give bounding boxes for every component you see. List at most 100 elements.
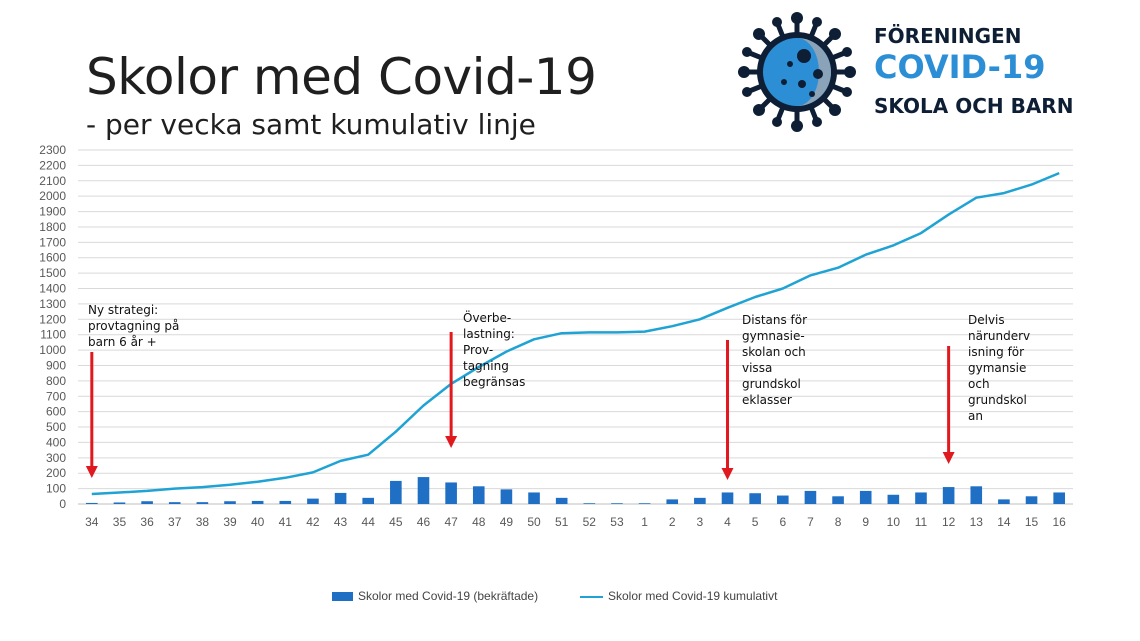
bar bbox=[141, 501, 153, 504]
x-tick-label: 46 bbox=[417, 515, 431, 529]
bar bbox=[859, 490, 872, 504]
logo: FÖRENINGEN COVID-19 SKOLA OCH BARN bbox=[732, 8, 1074, 136]
y-tick-label: 1900 bbox=[39, 205, 66, 219]
y-tick-label: 2300 bbox=[39, 143, 66, 157]
x-tick-label: 36 bbox=[140, 515, 154, 529]
bar bbox=[638, 503, 651, 504]
x-tick-label: 51 bbox=[555, 515, 569, 529]
legend-label-bars: Skolor med Covid-19 (bekräftade) bbox=[358, 589, 539, 603]
x-tick-label: 44 bbox=[362, 515, 376, 529]
annotation-arrowhead bbox=[942, 452, 955, 464]
y-tick-label: 1400 bbox=[39, 282, 66, 296]
bar bbox=[279, 500, 292, 504]
y-tick-label: 1100 bbox=[40, 328, 66, 342]
annotation-1: Ny strategi: provtagning på barn 6 år + bbox=[88, 303, 180, 349]
x-tick-label: 53 bbox=[610, 515, 624, 529]
x-tick-label: 38 bbox=[196, 515, 210, 529]
x-tick-label: 4 bbox=[724, 515, 731, 529]
bar bbox=[1053, 492, 1065, 504]
bar bbox=[942, 487, 955, 504]
y-tick-label: 1300 bbox=[39, 297, 66, 311]
x-tick-label: 3 bbox=[697, 515, 704, 529]
x-tick-label: 43 bbox=[334, 515, 348, 529]
y-tick-label: 0 bbox=[59, 497, 66, 511]
x-tick-label: 2 bbox=[669, 515, 676, 529]
x-tick-label: 45 bbox=[389, 515, 403, 529]
annotation-arrowhead bbox=[721, 468, 734, 480]
bar bbox=[555, 497, 568, 504]
annotation-3: Distans för gymnasie- skolan och vissa g… bbox=[742, 313, 808, 407]
x-tick-label: 7 bbox=[807, 515, 814, 529]
bar bbox=[472, 486, 485, 504]
x-tick-label: 10 bbox=[887, 515, 901, 529]
x-tick-label: 47 bbox=[444, 515, 458, 529]
bar bbox=[887, 494, 900, 504]
y-tick-label: 2200 bbox=[39, 158, 66, 172]
x-tick-label: 37 bbox=[168, 515, 182, 529]
x-tick-label: 1 bbox=[641, 515, 648, 529]
legend-item-line: Skolor med Covid-19 kumulativt bbox=[580, 589, 777, 603]
page-subtitle: - per vecka samt kumulativ linje bbox=[86, 108, 536, 141]
bar bbox=[251, 500, 264, 504]
y-tick-label: 1600 bbox=[39, 251, 66, 265]
x-tick-label: 13 bbox=[970, 515, 984, 529]
virus-icon bbox=[738, 12, 856, 132]
bar bbox=[86, 502, 98, 504]
x-tick-label: 39 bbox=[223, 515, 237, 529]
x-tick-label: 34 bbox=[85, 515, 99, 529]
x-tick-label: 52 bbox=[583, 515, 597, 529]
logo-text-line2: COVID-19 bbox=[874, 48, 1046, 86]
annotation-2: Överbe- lastning: Prov- tagning begränsa… bbox=[463, 311, 526, 389]
logo-text-line3: SKOLA OCH BARN bbox=[874, 94, 1074, 118]
annotation-arrowhead bbox=[85, 466, 98, 478]
y-tick-label: 1700 bbox=[39, 235, 66, 249]
x-tick-label: 40 bbox=[251, 515, 265, 529]
x-tick-label: 42 bbox=[306, 515, 320, 529]
bar bbox=[113, 502, 126, 504]
y-tick-label: 1200 bbox=[39, 312, 66, 326]
bar bbox=[583, 503, 596, 504]
x-tick-label: 5 bbox=[752, 515, 759, 529]
bar bbox=[915, 492, 927, 504]
bar bbox=[528, 492, 540, 504]
bar bbox=[611, 503, 623, 504]
bar bbox=[666, 499, 679, 504]
legend-label-line: Skolor med Covid-19 kumulativt bbox=[608, 589, 778, 603]
x-tick-label: 50 bbox=[527, 515, 541, 529]
bar bbox=[417, 477, 430, 504]
bar bbox=[998, 499, 1010, 504]
y-tick-label: 1500 bbox=[39, 266, 66, 280]
bar bbox=[445, 482, 457, 504]
page-title: Skolor med Covid-19 bbox=[86, 48, 597, 106]
y-tick-label: 1000 bbox=[39, 343, 66, 357]
bar bbox=[362, 497, 375, 504]
bar bbox=[334, 492, 347, 504]
legend-swatch-line bbox=[580, 595, 603, 598]
y-tick-label: 1800 bbox=[39, 220, 66, 234]
y-tick-label: 2100 bbox=[39, 174, 66, 188]
legend-swatch-bars bbox=[332, 592, 353, 602]
bar bbox=[804, 490, 817, 504]
bar bbox=[224, 501, 236, 504]
bar bbox=[776, 495, 789, 504]
bar bbox=[390, 480, 402, 504]
x-tick-label: 12 bbox=[942, 515, 956, 529]
x-tick-label: 48 bbox=[472, 515, 486, 529]
annotation-4: Delvis närunderv isning för gymansie och… bbox=[968, 313, 1031, 423]
x-tick-label: 11 bbox=[915, 515, 928, 529]
x-tick-label: 6 bbox=[779, 515, 786, 529]
y-tick-label: 800 bbox=[46, 374, 66, 388]
y-tick-label: 900 bbox=[46, 358, 66, 372]
bar bbox=[832, 496, 844, 504]
bar bbox=[1025, 496, 1038, 504]
bar bbox=[749, 493, 761, 504]
bar bbox=[168, 502, 181, 504]
x-tick-label: 15 bbox=[1025, 515, 1039, 529]
logo-text-line1: FÖRENINGEN bbox=[874, 24, 1022, 48]
y-tick-label: 500 bbox=[46, 420, 66, 434]
bar bbox=[694, 497, 706, 504]
annotation-arrowhead bbox=[445, 436, 458, 448]
x-tick-label: 49 bbox=[500, 515, 514, 529]
x-tick-label: 41 bbox=[279, 515, 293, 529]
